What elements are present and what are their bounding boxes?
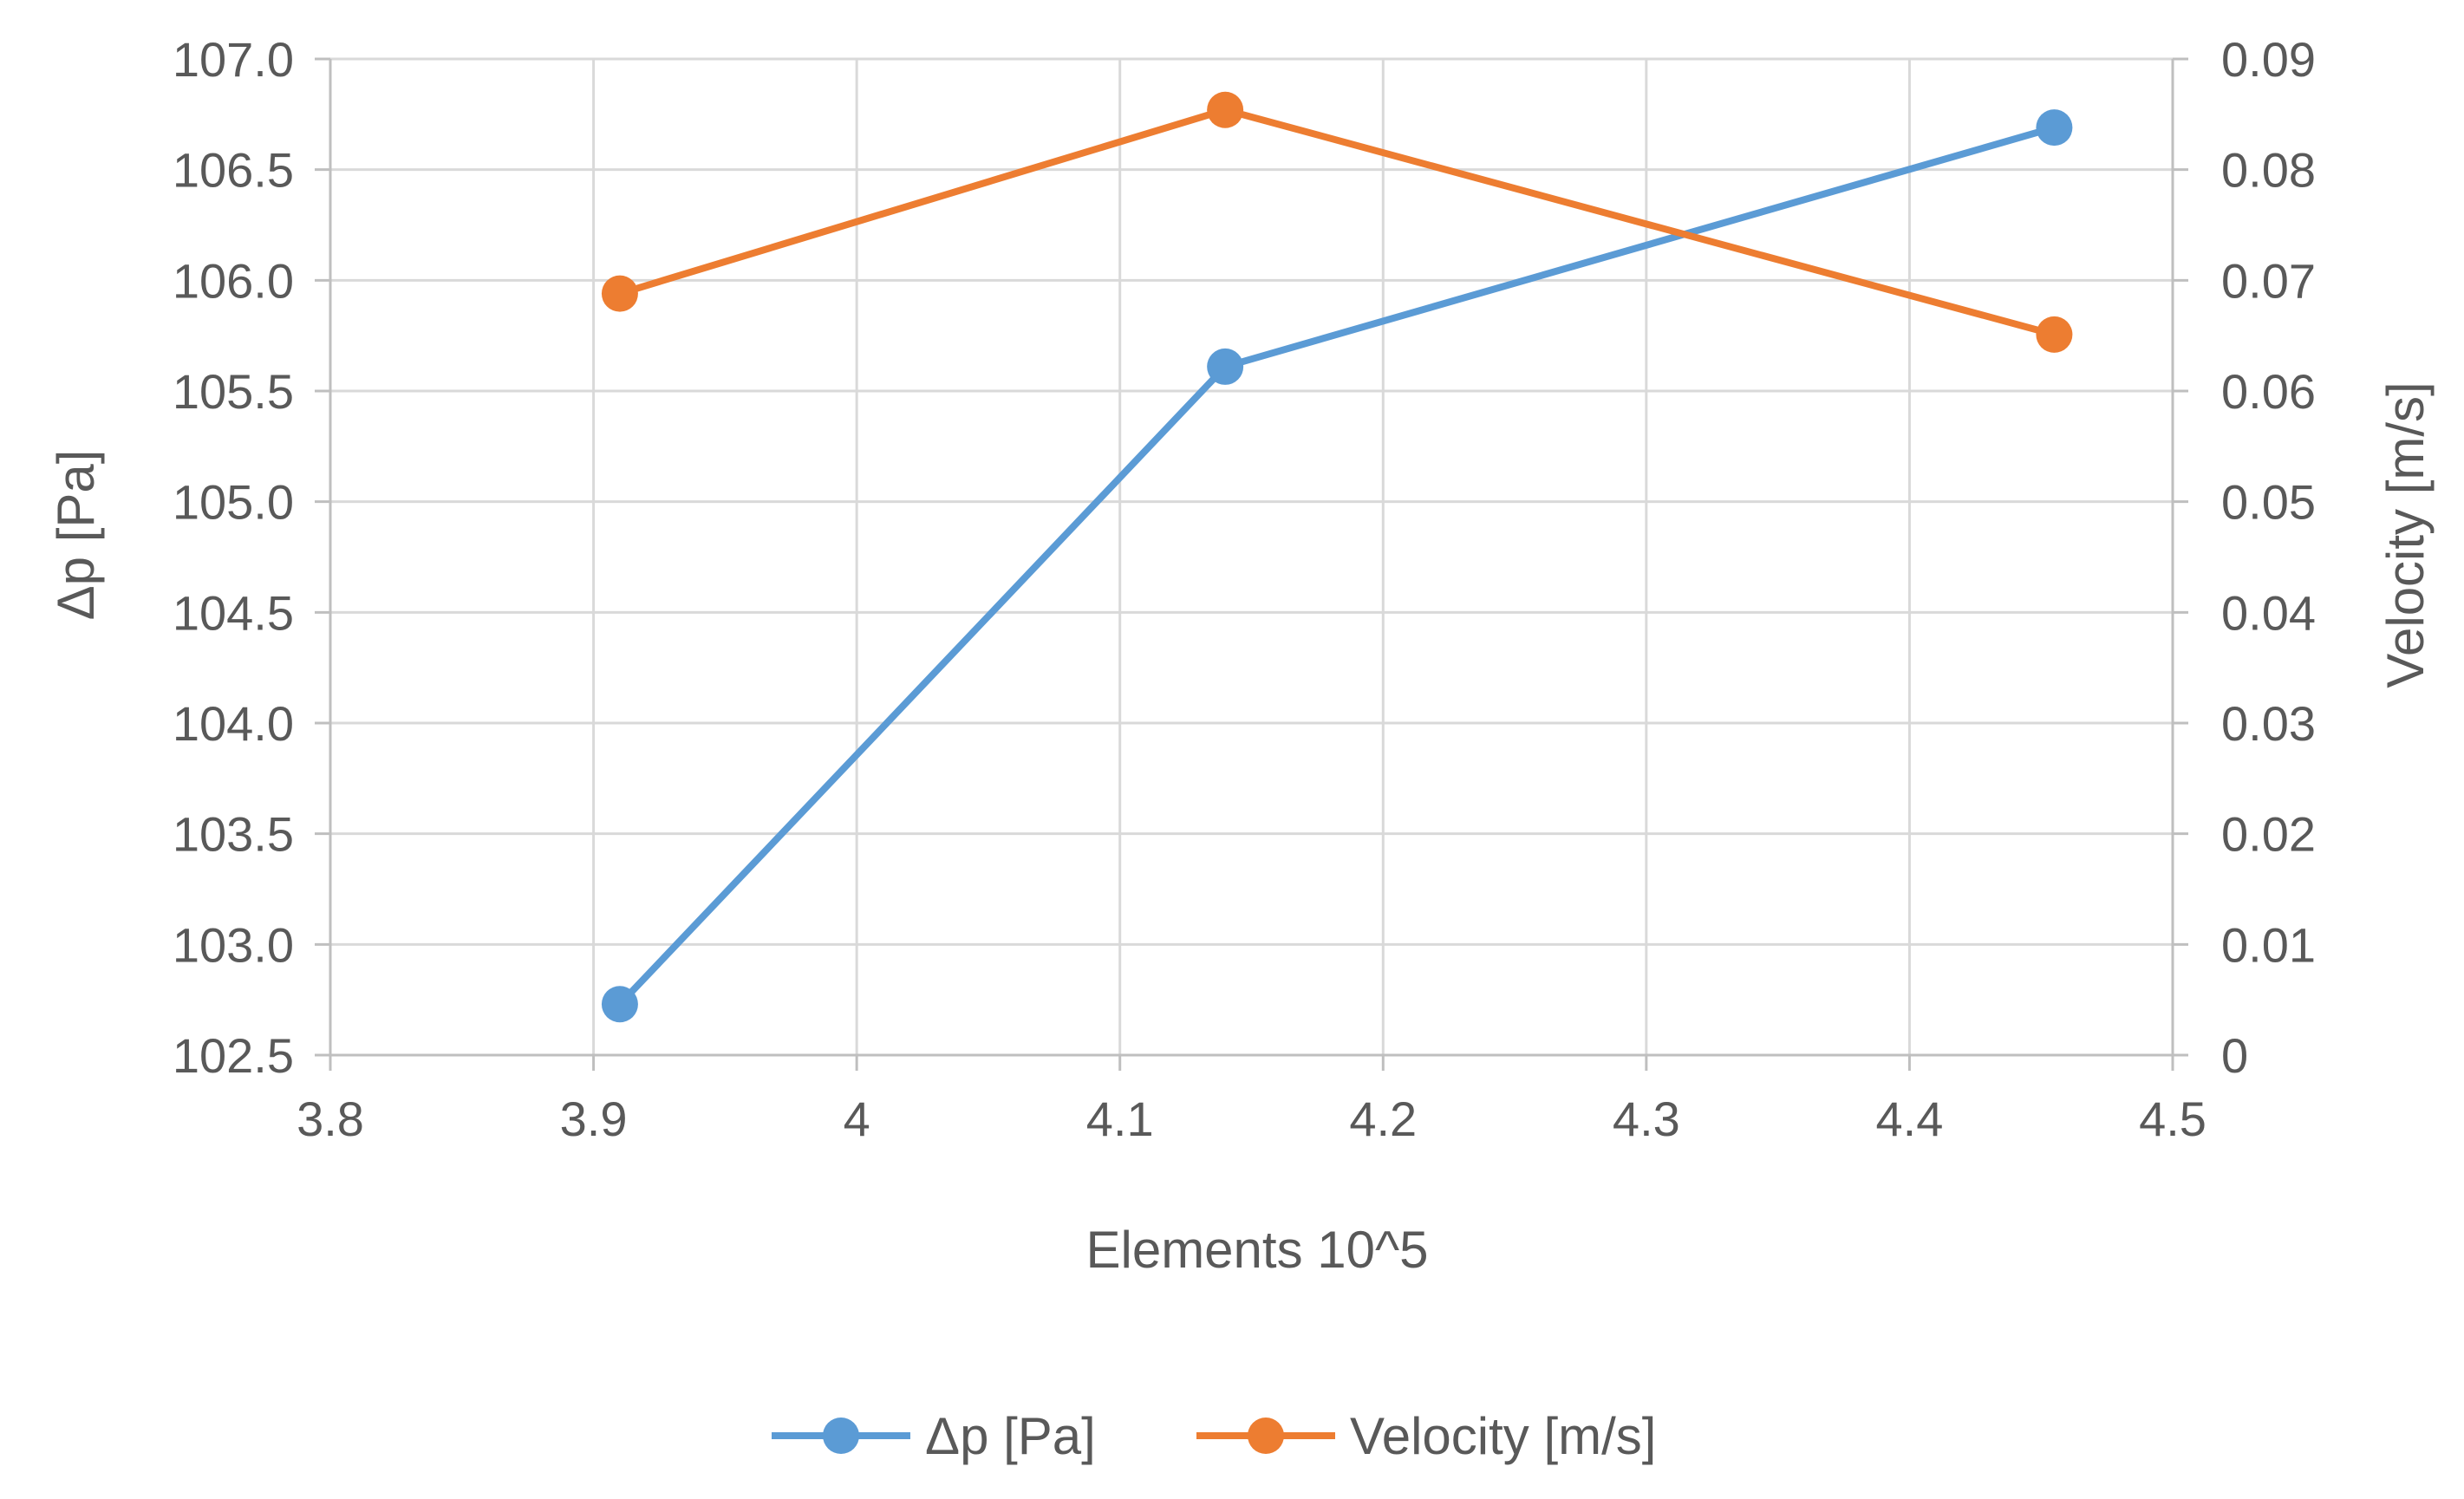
y-right-tick-label: 0.05 xyxy=(2221,475,2316,530)
y-right-tick-label: 0.09 xyxy=(2221,32,2316,87)
series xyxy=(601,91,2073,1023)
y-axis-left-title: Δp [Pa] xyxy=(47,450,105,621)
x-tick-label: 4.4 xyxy=(1875,1092,1943,1146)
data-point[interactable] xyxy=(1207,348,1244,385)
legend-item-velocity[interactable]: Velocity [m/s] xyxy=(1196,1407,1656,1465)
y-right-tick-label: 0.08 xyxy=(2221,143,2316,198)
x-axis-title: Elements 10^5 xyxy=(1085,1221,1428,1279)
x-tick-label: 4.1 xyxy=(1086,1092,1154,1146)
y-right-tick-label: 0.04 xyxy=(2221,585,2316,640)
y-left-tick-label: 104.5 xyxy=(173,585,294,640)
y-right-tick-label: 0.06 xyxy=(2221,364,2316,419)
y-right-tick-label: 0.02 xyxy=(2221,807,2316,862)
y-left-tick-label: 102.5 xyxy=(173,1028,294,1083)
series-velocity xyxy=(601,91,2073,353)
x-tick-label: 4 xyxy=(844,1092,870,1146)
y-left-tick-label: 103.5 xyxy=(173,807,294,862)
y-right-tick-label: 0 xyxy=(2221,1028,2248,1083)
data-point[interactable] xyxy=(2036,316,2073,353)
y-left-tick-label: 105.0 xyxy=(173,475,294,530)
y-left-tick-label: 105.5 xyxy=(173,364,294,419)
axes xyxy=(315,57,2188,1071)
series-dp xyxy=(601,109,2073,1023)
legend-label-velocity: Velocity [m/s] xyxy=(1350,1407,1656,1465)
x-tick-label: 4.5 xyxy=(2139,1092,2207,1146)
y-right-tick-label: 0.03 xyxy=(2221,696,2316,751)
x-tick-label: 4.3 xyxy=(1613,1092,1680,1146)
x-tick-label: 4.2 xyxy=(1349,1092,1417,1146)
y-axis-right-title: Velocity [m/s] xyxy=(2376,381,2435,688)
legend: Δp [Pa] Velocity [m/s] xyxy=(772,1407,1656,1465)
tick-labels: 102.5 103.0 103.5 104.0 104.5 105.0 105.5 106.0… xyxy=(173,32,2316,1146)
y-left-tick-label: 107.0 xyxy=(173,32,294,87)
y-right-tick-label: 0.07 xyxy=(2221,253,2316,308)
y-left-tick-label: 106.5 xyxy=(173,143,294,198)
y-right-tick-label: 0.01 xyxy=(2221,917,2316,972)
legend-swatch-marker xyxy=(823,1418,859,1454)
legend-label-dp: Δp [Pa] xyxy=(925,1407,1096,1465)
y-left-tick-label: 103.0 xyxy=(173,917,294,972)
y-left-tick-label: 104.0 xyxy=(173,696,294,751)
data-point[interactable] xyxy=(601,986,638,1023)
legend-item-dp[interactable]: Δp [Pa] xyxy=(772,1407,1096,1465)
x-tick-label: 3.8 xyxy=(297,1092,364,1146)
y-left-tick-label: 106.0 xyxy=(173,253,294,308)
data-point[interactable] xyxy=(601,275,638,312)
data-point[interactable] xyxy=(2036,109,2073,147)
legend-swatch-marker xyxy=(1248,1418,1284,1454)
data-point[interactable] xyxy=(1207,91,1244,128)
x-tick-label: 3.9 xyxy=(560,1092,628,1146)
